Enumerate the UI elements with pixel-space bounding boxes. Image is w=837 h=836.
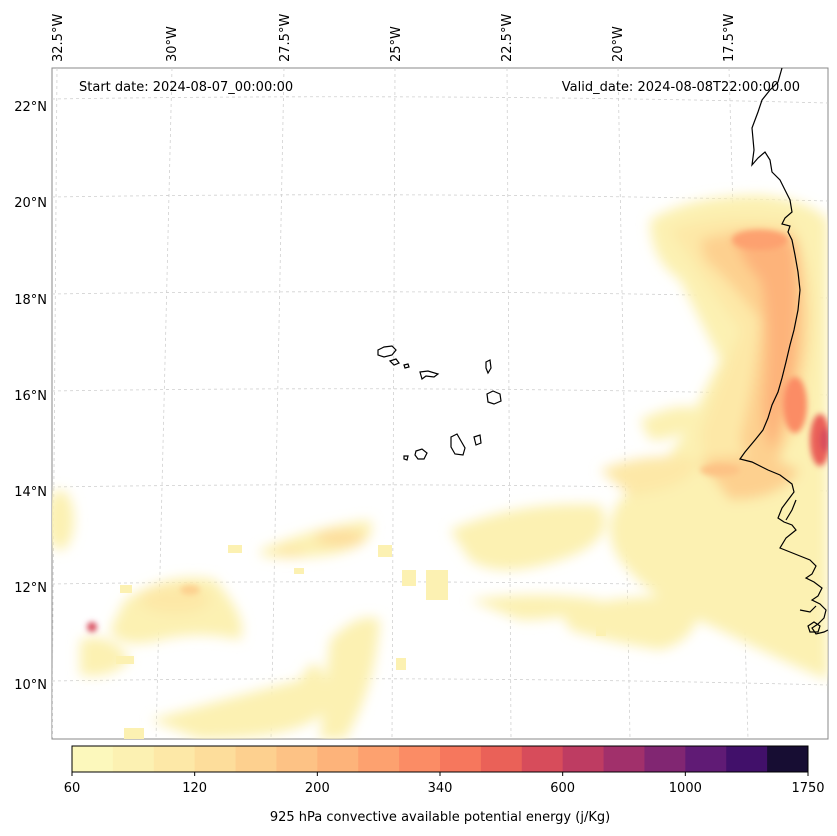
colorbar-tick-label: 1750 — [791, 781, 824, 796]
island-brava — [403, 455, 409, 461]
island-santo-antao — [377, 345, 397, 358]
lat-label: 20°N — [14, 196, 47, 211]
island-maio — [473, 434, 482, 446]
colorbar-tick-label: 1000 — [669, 781, 702, 796]
lat-label: 14°N — [14, 485, 47, 500]
colorbar-tick-label: 600 — [550, 781, 575, 796]
guinea-estuary-detail — [799, 605, 817, 613]
coastlines — [377, 68, 828, 635]
colorbar-swatch — [399, 746, 441, 772]
colorbar-swatch — [358, 746, 400, 772]
lat-label: 12°N — [14, 581, 47, 596]
colorbar-swatch — [603, 746, 645, 772]
colorbar-title: 925 hPa convective available potential e… — [270, 810, 610, 825]
cape-shading — [52, 195, 828, 739]
longitude-labels: 32.5°W 30°W 27.5°W 25°W 22.5°W 20°W 17.5… — [51, 14, 737, 62]
colorbar-swatch — [72, 746, 114, 772]
lat-label: 22°N — [14, 100, 47, 115]
lat-label: 10°N — [14, 678, 47, 693]
colorbar-swatch — [685, 746, 727, 772]
lon-label: 30°W — [165, 26, 180, 62]
colorbar-tick-label: 60 — [64, 781, 81, 796]
colorbar-swatch — [235, 746, 277, 772]
colorbar-swatch — [480, 746, 523, 772]
island-santa-luzia — [403, 363, 410, 369]
senegal-river-detail — [785, 499, 797, 521]
colorbar-swatch — [276, 746, 318, 772]
colorbar-swatch — [767, 746, 809, 772]
west-africa-coastline — [738, 68, 828, 635]
lon-label: 32.5°W — [51, 14, 66, 62]
latitude-labels: 22°N 20°N 18°N 16°N 14°N 12°N 10°N — [14, 100, 47, 693]
island-santiago — [450, 433, 466, 456]
lat-label: 16°N — [14, 389, 47, 404]
colorbar-tick-label: 200 — [305, 781, 330, 796]
colorbar-swatch — [644, 746, 686, 772]
start-date-label: Start date: 2024-08-07_00:00:00 — [79, 80, 293, 95]
lon-label: 20°W — [611, 26, 626, 62]
colorbar-swatch — [194, 746, 237, 772]
colorbar-swatch — [112, 746, 155, 772]
lon-label: 22.5°W — [500, 14, 515, 62]
colorbar-swatch — [726, 746, 768, 772]
colorbar-swatch — [440, 746, 482, 772]
island-sal — [485, 359, 492, 375]
valid-date-label: Valid_date: 2024-08-08T22:00:00.00 — [562, 80, 800, 95]
colorbar-ticks: 60 120 200 340 600 1000 1750 — [64, 772, 825, 796]
island-sao-nicolau — [419, 370, 440, 381]
lon-label: 17.5°W — [722, 14, 737, 62]
colorbar-swatch — [562, 746, 605, 772]
bijagos-islands — [807, 621, 821, 633]
island-boa-vista — [486, 390, 502, 405]
island-sao-vicente — [388, 358, 400, 366]
lat-label: 18°N — [14, 293, 47, 308]
colorbar-tick-label: 340 — [428, 781, 453, 796]
colorbar-swatch — [317, 746, 359, 772]
island-fogo — [414, 448, 428, 460]
colorbar-swatch — [153, 746, 196, 772]
lon-label: 27.5°W — [278, 14, 293, 62]
lon-label: 25°W — [389, 26, 404, 62]
colorbar-tick-label: 120 — [182, 781, 207, 796]
colorbar-swatch — [521, 746, 564, 772]
colorbar-swatches — [72, 746, 809, 772]
